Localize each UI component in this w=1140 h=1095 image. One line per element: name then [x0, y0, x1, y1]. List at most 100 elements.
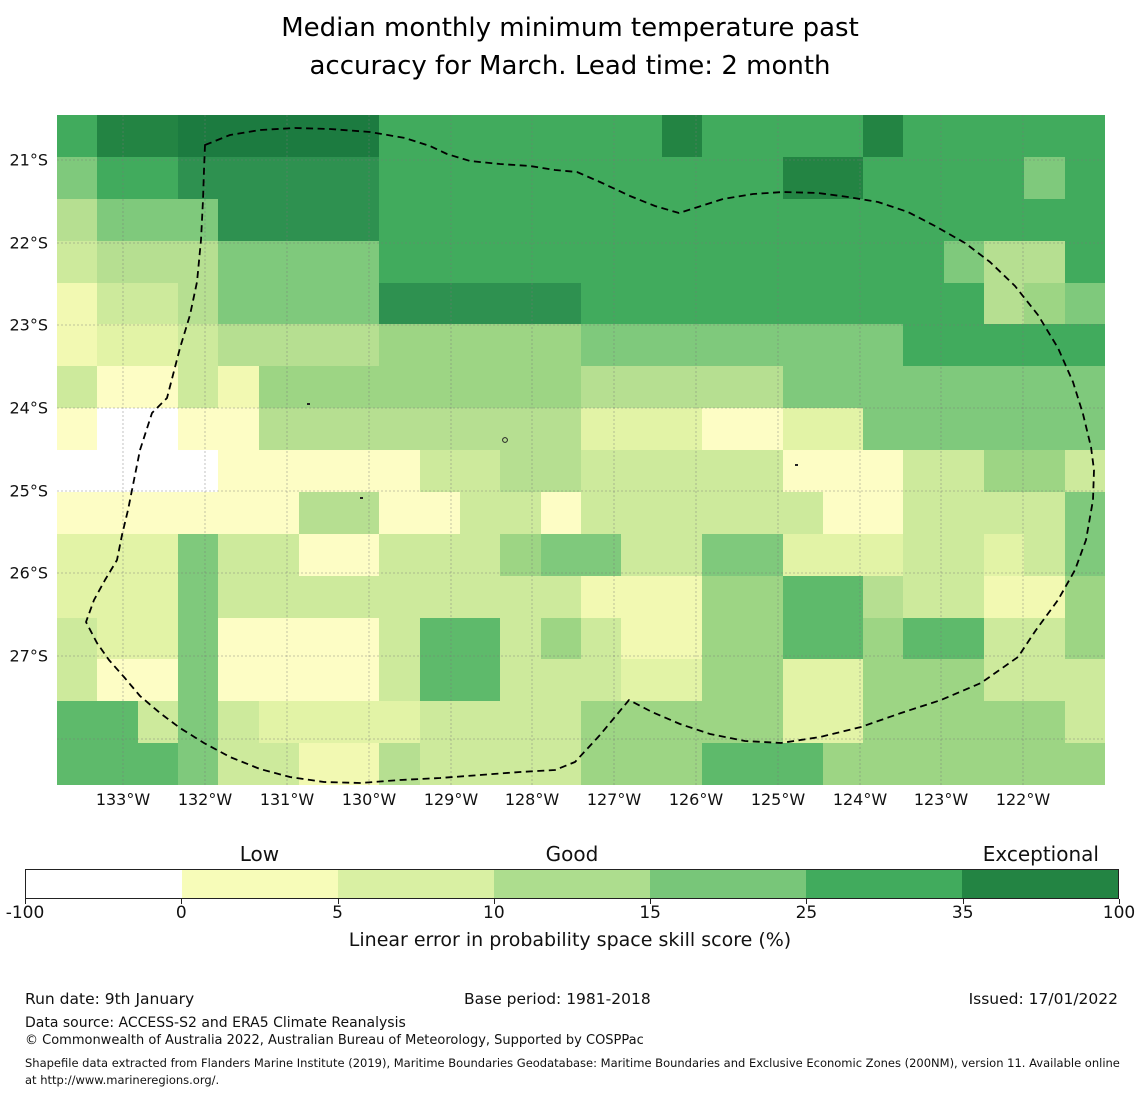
map-cell [822, 156, 864, 199]
map-cell [1064, 575, 1105, 618]
map-cell [1024, 450, 1065, 492]
map-cell [137, 743, 178, 785]
map-cell [581, 617, 622, 660]
islet-mark [502, 437, 508, 443]
map-cell [1064, 743, 1105, 785]
colorbar-segment [338, 870, 494, 898]
map-cell [258, 450, 299, 492]
map-cell [460, 240, 501, 283]
map-cell [822, 324, 864, 367]
map-cell [782, 198, 823, 241]
map-cell [581, 533, 622, 576]
colorbar-caption: Linear error in probability space skill … [348, 929, 792, 951]
colorbar-category-label: Low [239, 842, 280, 866]
map-cell [742, 240, 783, 283]
map-cell [661, 240, 702, 283]
map-cell [661, 701, 702, 744]
map-cell [419, 575, 461, 618]
map-cell [298, 743, 340, 785]
map-cell [419, 659, 461, 702]
map-cell [460, 408, 501, 450]
map-cell [137, 366, 178, 409]
map-cell [419, 701, 461, 744]
map-cell [460, 701, 501, 744]
map-cell [1064, 617, 1105, 660]
lon-tick-label: 123°W [913, 790, 969, 809]
map-cell [863, 491, 904, 534]
map-cell [863, 240, 904, 283]
map-cell [137, 450, 178, 492]
map-cell [581, 575, 622, 618]
map-cell [460, 366, 501, 409]
map-cell [258, 115, 299, 157]
map-cell [419, 240, 461, 283]
heatmap-plot-area [57, 115, 1105, 785]
map-cell [822, 659, 864, 702]
map-cell [57, 408, 98, 450]
map-cell [97, 198, 138, 241]
map-cell [943, 659, 985, 702]
colorbar-tick-label: 0 [175, 903, 187, 923]
map-cell [57, 240, 98, 283]
map-cell [782, 743, 823, 785]
map-cell [339, 491, 380, 534]
map-cell [379, 743, 420, 785]
colorbar-segment [494, 870, 650, 898]
map-cell [540, 282, 581, 325]
map-cell [419, 617, 461, 660]
map-cell [419, 324, 461, 367]
map-cell [339, 575, 380, 618]
map-cell [218, 491, 259, 534]
map-cell [782, 491, 823, 534]
map-cell [218, 366, 259, 409]
colorbar [25, 869, 1119, 899]
map-cell [298, 324, 340, 367]
colorbar-tick-mark [806, 899, 808, 904]
map-cell [621, 324, 662, 367]
map-cell [661, 450, 702, 492]
lat-tick-label: 23°S [9, 315, 48, 335]
map-cell [701, 366, 743, 409]
map-cell [701, 659, 743, 702]
map-cell [379, 533, 420, 576]
map-cell [782, 282, 823, 325]
colorbar-tick-mark [181, 899, 183, 904]
map-cell [460, 659, 501, 702]
map-cell [903, 115, 944, 157]
map-cell [742, 450, 783, 492]
map-cell [621, 366, 662, 409]
map-cell [500, 701, 541, 744]
map-cell [258, 659, 299, 702]
map-cell [661, 533, 702, 576]
map-cell [863, 156, 904, 199]
map-cell [500, 282, 541, 325]
map-cell [621, 575, 662, 618]
map-cell [500, 408, 541, 450]
map-cell [903, 408, 944, 450]
map-cell [460, 617, 501, 660]
map-cell [1024, 659, 1065, 702]
map-cell [943, 408, 985, 450]
map-cell [379, 115, 420, 157]
map-cell [581, 156, 622, 199]
map-cell [1064, 659, 1105, 702]
map-cell [298, 408, 340, 450]
colorbar-tick-label: 5 [332, 903, 343, 923]
map-cell [782, 533, 823, 576]
map-cell [177, 491, 219, 534]
map-cell [258, 408, 299, 450]
map-cell [742, 282, 783, 325]
map-cell [581, 743, 622, 785]
colorbar-category-label: Exceptional [982, 842, 1099, 866]
map-cell [1024, 115, 1065, 157]
map-cell [137, 115, 178, 157]
map-cell [218, 282, 259, 325]
map-cell [943, 115, 985, 157]
map-cell [822, 575, 864, 618]
colorbar-segment [962, 870, 1118, 898]
lat-tick-label: 25°S [9, 481, 48, 501]
base-period-text: Base period: 1981-2018 [464, 990, 651, 1008]
map-cell [137, 324, 178, 367]
islet-mark [795, 464, 798, 466]
map-cell [782, 450, 823, 492]
